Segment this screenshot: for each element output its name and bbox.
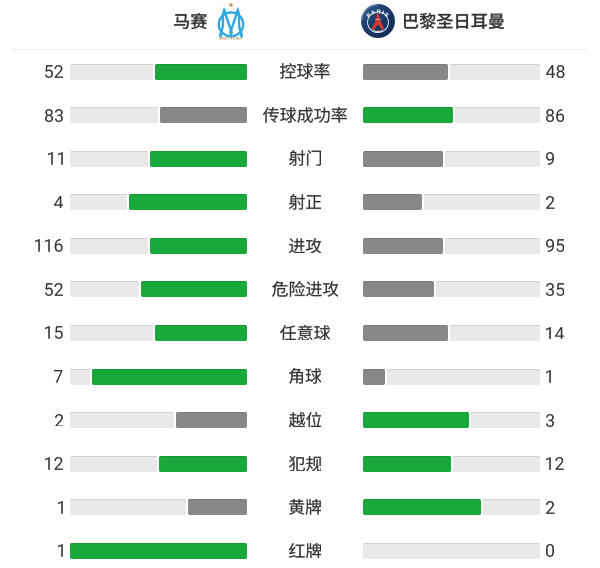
svg-text:DROIT AU BUT: DROIT AU BUT <box>219 37 243 41</box>
